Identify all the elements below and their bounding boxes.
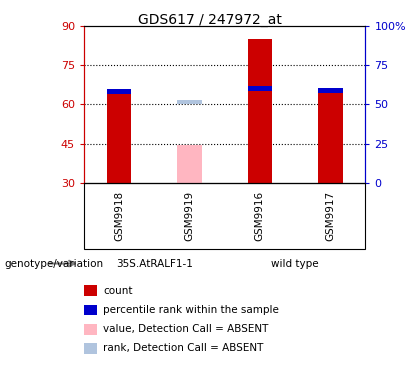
Text: genotype/variation: genotype/variation xyxy=(4,258,103,269)
Bar xyxy=(107,90,131,183)
Text: 35S.AtRALF1-1: 35S.AtRALF1-1 xyxy=(116,258,193,269)
Bar xyxy=(107,89,131,94)
Text: GSM9919: GSM9919 xyxy=(184,191,194,241)
Bar xyxy=(318,88,343,93)
Text: wild type: wild type xyxy=(271,258,319,269)
Text: rank, Detection Call = ABSENT: rank, Detection Call = ABSENT xyxy=(103,343,263,353)
Text: count: count xyxy=(103,286,132,296)
Bar xyxy=(318,91,343,183)
Bar xyxy=(247,86,272,91)
Text: GSM9917: GSM9917 xyxy=(325,191,335,241)
Text: value, Detection Call = ABSENT: value, Detection Call = ABSENT xyxy=(103,324,268,334)
Text: GDS617 / 247972_at: GDS617 / 247972_at xyxy=(138,13,282,27)
Bar xyxy=(177,100,202,104)
Text: percentile rank within the sample: percentile rank within the sample xyxy=(103,305,279,315)
Bar xyxy=(177,145,202,183)
Text: GSM9918: GSM9918 xyxy=(114,191,124,241)
Bar xyxy=(247,39,272,183)
Text: GSM9916: GSM9916 xyxy=(255,191,265,241)
